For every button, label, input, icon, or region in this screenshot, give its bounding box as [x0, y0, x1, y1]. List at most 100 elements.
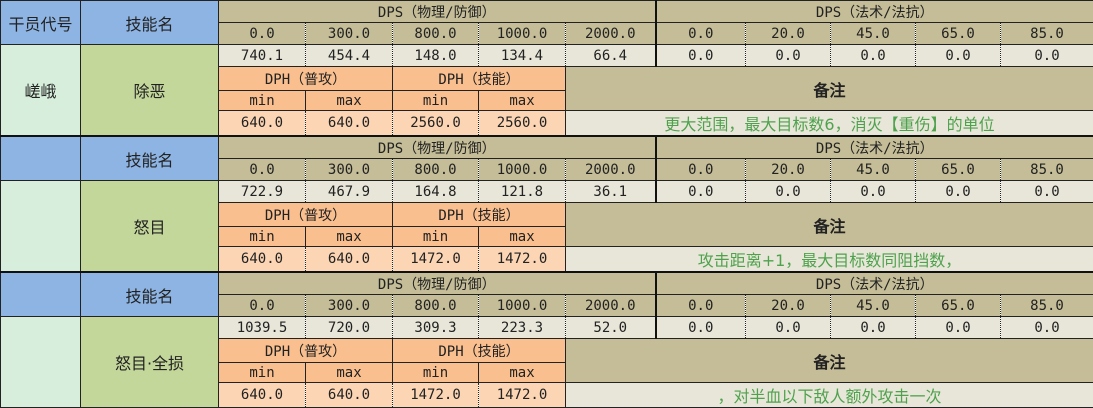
dph-min: min — [219, 91, 306, 111]
defense-value: 300.0 — [306, 159, 393, 181]
dph-value: 2560.0 — [393, 111, 479, 137]
skill-note: ，对半血以下敌人额外攻击一次 — [566, 383, 1093, 408]
dps-phys-header: DPS（物理/防御） — [219, 272, 656, 295]
dps-magic-value: 0.0 — [656, 45, 746, 67]
dps-phys-value: 134.4 — [479, 45, 566, 67]
dps-phys-value: 66.4 — [566, 45, 656, 67]
res-value: 0.0 — [656, 295, 746, 317]
defense-value: 300.0 — [306, 23, 393, 45]
note-header: 备注 — [566, 339, 1093, 383]
dph-value: 2560.0 — [479, 111, 566, 137]
dps-phys-value: 148.0 — [393, 45, 479, 67]
defense-value: 1000.0 — [479, 159, 566, 181]
dph-max: max — [306, 363, 393, 383]
dps-magic-header: DPS（法术/法抗） — [656, 1, 1093, 23]
res-value: 20.0 — [746, 295, 831, 317]
dps-magic-value: 0.0 — [656, 181, 746, 203]
dph-max: max — [306, 227, 393, 247]
defense-value: 800.0 — [393, 159, 479, 181]
dph-max: max — [306, 91, 393, 111]
defense-value: 800.0 — [393, 295, 479, 317]
dps-magic-value: 0.0 — [916, 45, 1001, 67]
dph-normal-header: DPH（普攻） — [219, 67, 393, 91]
dph-min: min — [393, 91, 479, 111]
dps-magic-value: 0.0 — [916, 181, 1001, 203]
defense-value: 1000.0 — [479, 23, 566, 45]
defense-value: 800.0 — [393, 23, 479, 45]
operator-name — [1, 181, 81, 273]
dps-phys-value: 164.8 — [393, 181, 479, 203]
res-value: 45.0 — [831, 23, 916, 45]
dps-phys-value: 722.9 — [219, 181, 306, 203]
operator-name — [1, 317, 81, 408]
dph-value: 640.0 — [219, 247, 306, 273]
skill-name: 怒目·全损 — [81, 317, 219, 408]
dps-magic-value: 0.0 — [831, 181, 916, 203]
dps-magic-value: 0.0 — [916, 317, 1001, 339]
dps-magic-header: DPS（法术/法抗） — [656, 136, 1093, 159]
defense-value: 0.0 — [219, 159, 306, 181]
dps-magic-value: 0.0 — [656, 317, 746, 339]
defense-value: 2000.0 — [566, 23, 656, 45]
dph-min: min — [393, 363, 479, 383]
res-value: 65.0 — [916, 23, 1001, 45]
note-header: 备注 — [566, 203, 1093, 247]
res-value: 0.0 — [656, 159, 746, 181]
dps-magic-header: DPS（法术/法抗） — [656, 272, 1093, 295]
skill-header: 技能名 — [81, 272, 219, 317]
dps-magic-value: 0.0 — [746, 181, 831, 203]
res-value: 65.0 — [916, 295, 1001, 317]
dps-magic-value: 0.0 — [746, 45, 831, 67]
res-value: 45.0 — [831, 295, 916, 317]
dph-min: min — [393, 227, 479, 247]
dph-value: 640.0 — [306, 383, 393, 408]
res-value: 20.0 — [746, 159, 831, 181]
skill-name: 怒目 — [81, 181, 219, 273]
res-value: 0.0 — [656, 23, 746, 45]
res-value: 65.0 — [916, 159, 1001, 181]
skill-header: 技能名 — [81, 136, 219, 181]
note-header: 备注 — [566, 67, 1093, 111]
defense-value: 2000.0 — [566, 159, 656, 181]
res-value: 20.0 — [746, 23, 831, 45]
dph-max: max — [479, 227, 566, 247]
dph-min: min — [219, 227, 306, 247]
dps-magic-value: 0.0 — [831, 317, 916, 339]
operator-header — [1, 272, 81, 317]
dph-value: 640.0 — [306, 111, 393, 137]
defense-value: 0.0 — [219, 295, 306, 317]
dps-phys-value: 309.3 — [393, 317, 479, 339]
dph-value: 1472.0 — [393, 247, 479, 273]
dps-phys-value: 1039.5 — [219, 317, 306, 339]
res-value: 85.0 — [1001, 295, 1093, 317]
operator-header: 干员代号 — [1, 1, 81, 45]
dph-normal-header: DPH（普攻） — [219, 203, 393, 227]
dps-phys-value: 36.1 — [566, 181, 656, 203]
dps-phys-value: 52.0 — [566, 317, 656, 339]
operator-header — [1, 136, 81, 181]
defense-value: 300.0 — [306, 295, 393, 317]
dph-skill-header: DPH（技能） — [393, 67, 566, 91]
dps-phys-value: 454.4 — [306, 45, 393, 67]
dps-phys-value: 223.3 — [479, 317, 566, 339]
res-value: 85.0 — [1001, 159, 1093, 181]
dps-phys-header: DPS（物理/防御） — [219, 1, 656, 23]
res-value: 85.0 — [1001, 23, 1093, 45]
skill-note: 攻击距离+1，最大目标数同阻挡数， — [566, 247, 1093, 273]
dph-max: max — [479, 91, 566, 111]
dph-value: 1472.0 — [393, 383, 479, 408]
skill-note: 更大范围，最大目标数6，消灭【重伤】的单位 — [566, 111, 1093, 137]
dph-max: max — [479, 363, 566, 383]
dph-skill-header: DPH（技能） — [393, 339, 566, 363]
dph-min: min — [219, 363, 306, 383]
dps-phys-value: 121.8 — [479, 181, 566, 203]
defense-value: 1000.0 — [479, 295, 566, 317]
dps-phys-header: DPS（物理/防御） — [219, 136, 656, 159]
